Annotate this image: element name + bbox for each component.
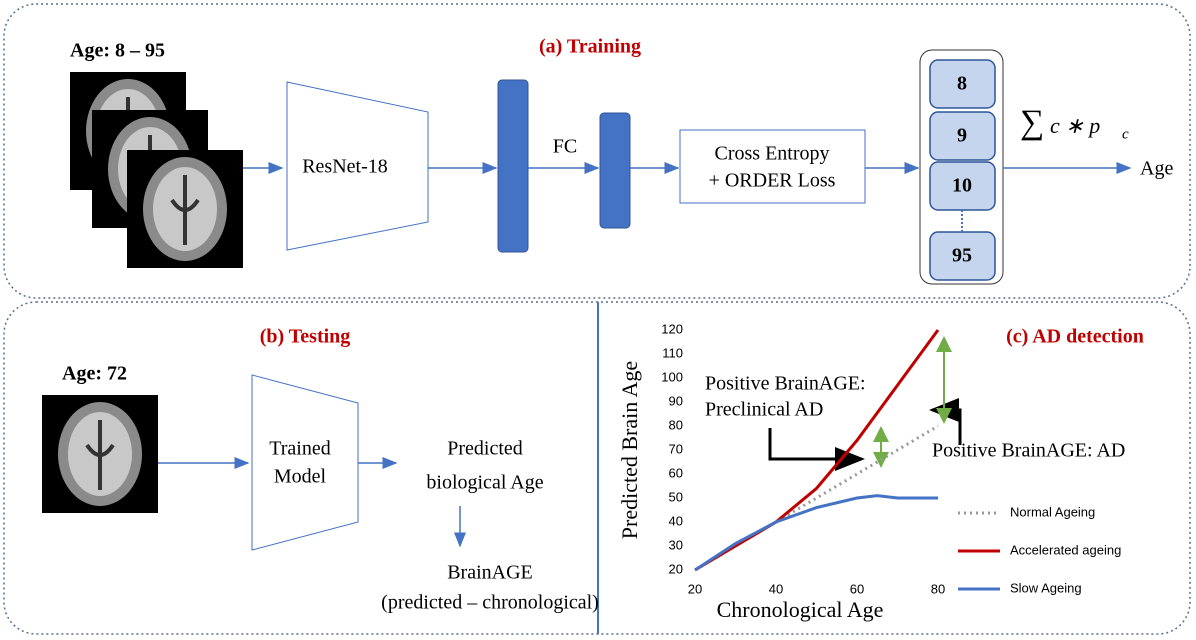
prediction-label: Predicted [447, 438, 523, 460]
y-tick-label: 80 [669, 417, 683, 432]
legend-label: Normal Ageing [1010, 504, 1095, 519]
x-tick-label: 60 [850, 581, 864, 596]
formula-sum: ∑ [1020, 104, 1044, 141]
y-tick-label: 40 [669, 513, 683, 528]
class-label: 10 [952, 175, 972, 197]
fc-layer [599, 112, 631, 229]
chart-title: (c) AD detection [1006, 326, 1144, 348]
y-tick-label: 100 [661, 369, 683, 384]
age-label: Age: 72 [62, 363, 127, 385]
x-tick-label: 80 [931, 581, 945, 596]
brain-image [40, 393, 160, 515]
brainage-label: BrainAGE [447, 562, 533, 584]
series-line [694, 329, 940, 572]
pointer-arrow [768, 428, 865, 471]
output-label: Age [1140, 158, 1173, 180]
x-axis-label: Chronological Age [717, 597, 884, 622]
formula-term: c ∗ p [1050, 113, 1100, 138]
series-line [694, 424, 939, 572]
brain-image [125, 148, 245, 270]
formula-subscript: c [1122, 126, 1129, 142]
y-tick-label: 60 [669, 465, 683, 480]
annotation: Positive BrainAGE: AD [932, 440, 1125, 462]
loss-label: + ORDER Loss [709, 170, 836, 192]
y-tick-label: 90 [669, 393, 683, 408]
legend-label: Slow Ageing [1010, 580, 1082, 595]
feature-layer [497, 79, 529, 253]
model-block [286, 81, 429, 251]
model-label: Trained [269, 438, 330, 460]
annotation: Positive BrainAGE: [705, 373, 866, 395]
class-label: 95 [952, 245, 972, 267]
brainage-label: (predicted – chronological) [381, 592, 599, 614]
x-tick-label: 20 [688, 581, 702, 596]
y-tick-label: 70 [669, 441, 683, 456]
annotation: Preclinical AD [705, 399, 823, 421]
y-tick-label: 30 [669, 537, 683, 552]
panel-title: (a) Training [539, 36, 641, 58]
class-label: 9 [957, 125, 967, 147]
panel-title: (b) Testing [260, 326, 351, 348]
x-tick-label: 40 [769, 581, 783, 596]
series-line [694, 494, 938, 572]
y-tick-label: 50 [669, 489, 683, 504]
model-block [251, 374, 359, 551]
legend-label: Accelerated ageing [1010, 542, 1121, 557]
loss-label: Cross Entropy [715, 143, 830, 165]
class-boxes [929, 59, 996, 281]
age-label: Age: 8 – 95 [70, 40, 165, 62]
class-label: 8 [957, 73, 967, 95]
loss-box [679, 129, 866, 204]
model-label: ResNet-18 [302, 156, 388, 178]
y-tick-label: 120 [661, 321, 683, 336]
fc-label: FC [553, 136, 577, 158]
prediction-label: biological Age [426, 472, 543, 494]
y-tick-label: 20 [669, 561, 683, 576]
y-tick-label: 110 [662, 345, 683, 360]
model-label: Model [274, 466, 327, 488]
y-axis-label: Predicted Brain Age [617, 361, 642, 539]
